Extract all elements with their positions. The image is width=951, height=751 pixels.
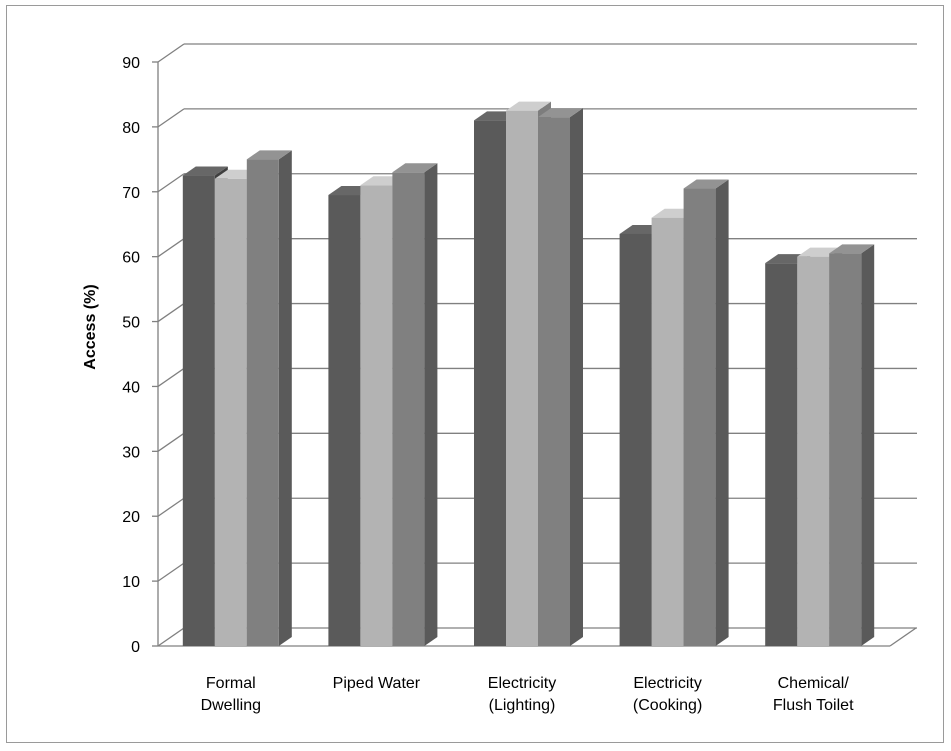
y-tick-label: 50 [122,315,140,332]
x-category-label: Electricity (Cooking) [633,675,702,714]
bar [246,150,292,647]
bar-front [765,263,798,646]
grid-diagonal [157,43,185,63]
bar-top [246,150,292,160]
bar-top [683,179,729,189]
bar-front [651,217,684,646]
y-tick-label: 60 [122,250,140,267]
x-category-label-line: Dwelling [201,697,261,714]
x-category-label-line: Flush Toilet [773,697,854,714]
x-category-label: Electricity (Lighting) [488,675,556,714]
y-tick-label: 10 [122,574,140,591]
bar-side [570,108,583,646]
grid-diagonal [157,367,185,387]
y-tick-label: 40 [122,379,140,396]
grid-diagonal [157,497,185,517]
bar-front [829,253,862,646]
bar-top [538,108,583,118]
bar-front [797,256,830,646]
bar-side [861,244,875,646]
grid-diagonal [157,562,185,582]
bar-front [246,159,279,647]
bar-front [328,195,361,646]
bar-side [278,150,292,647]
y-axis-label: Access (%) [82,284,99,369]
bar-top [506,101,551,111]
y-tick-label: 90 [122,55,140,72]
bar-front [619,233,652,646]
y-tick-label: 0 [131,639,140,656]
bar-front [474,120,506,646]
bar [683,179,729,647]
bar-side [715,179,729,647]
x-category-label-line: (Lighting) [489,697,556,714]
grid-diagonal [157,173,185,193]
x-category-label-line: Electricity [633,675,701,692]
grid-diagonal [157,432,185,452]
grid-diagonal [157,303,185,323]
bar-front [360,185,393,647]
bar [392,163,438,647]
y-tick-label: 80 [122,120,140,137]
x-category-label-line: Formal [206,675,256,692]
x-category-label: Formal Dwelling [201,675,261,714]
bars [182,101,875,647]
y-tick-label: 30 [122,444,140,461]
bar-front [392,172,425,647]
bar-top [392,163,438,173]
bar-top [182,166,228,176]
x-category-label-line: Chemical/ [778,675,850,692]
bar-top [829,244,875,254]
x-category-label-line: Piped Water [333,675,421,692]
bar-side [424,163,438,647]
bar-front [214,178,247,647]
grid-diagonal [157,238,185,258]
grid-diagonal [157,108,185,128]
floor-right-edge [889,627,917,647]
bar [829,244,875,646]
x-category-labels: Formal Dwelling Piped Water Electricity (Lig… [201,675,855,714]
grid-diagonal [157,627,185,647]
x-category-label: Piped Water [333,675,421,692]
bar-front [538,117,570,646]
y-tick-label: 70 [122,185,140,202]
y-tick-label: 20 [122,509,140,526]
bar-front [506,110,538,646]
bar-front [182,175,215,647]
x-category-label: Chemical/Flush Toilet [773,675,854,714]
x-category-label-line: Electricity [488,675,556,692]
bar [538,108,583,646]
bar-front [683,188,716,647]
y-tick-labels: 0 10 20 30 40 50 60 70 80 90 [122,55,140,656]
x-category-label-line: (Cooking) [633,697,702,714]
